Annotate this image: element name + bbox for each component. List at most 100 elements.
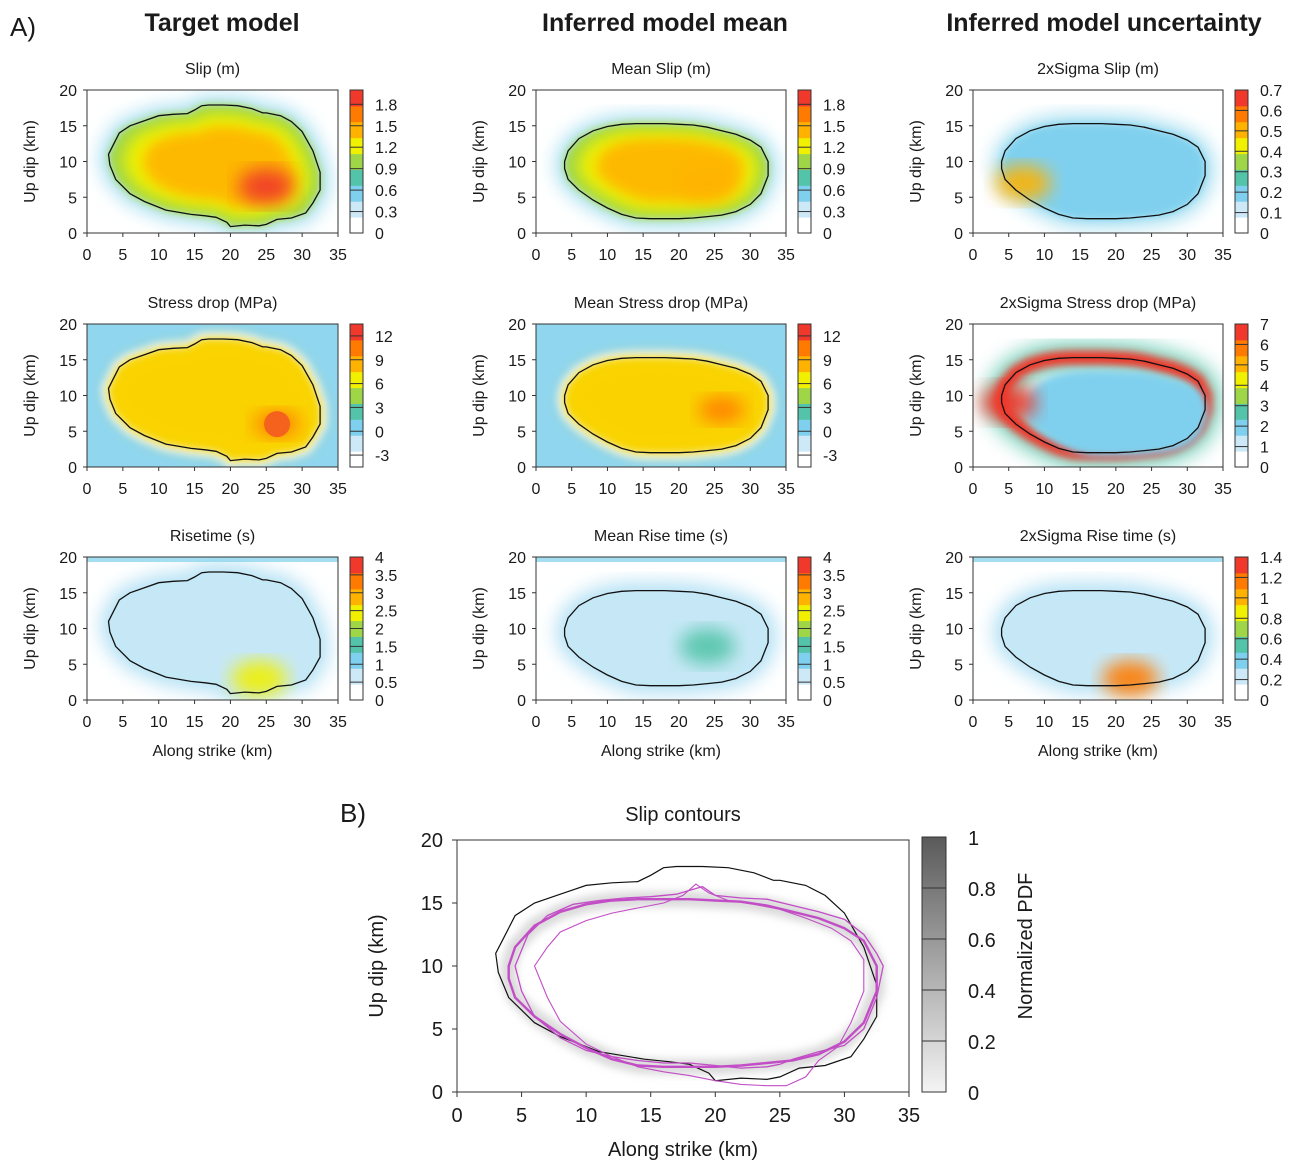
colorbar-tick-label: 3 <box>823 400 832 417</box>
colorbar-swatch <box>350 588 363 606</box>
rupture-contour <box>563 356 769 454</box>
colorbar-swatch <box>1235 588 1248 606</box>
x-tick-label: 15 <box>634 714 652 731</box>
y-tick-label: 5 <box>517 190 526 207</box>
colorbar-tick-label: 1 <box>1260 440 1269 457</box>
y-axis-label: Up dip (km) <box>22 587 39 670</box>
y-tick-label: 20 <box>945 83 963 100</box>
x-tick-label: 15 <box>1071 481 1089 498</box>
y-axis-label: Up dip (km) <box>366 914 388 1017</box>
heatmap-field <box>973 90 1223 233</box>
colorbar-tick-label: 0 <box>968 1083 979 1105</box>
colorbar-tick-label: 0.4 <box>1260 144 1282 161</box>
y-tick-label: 10 <box>945 155 963 172</box>
colorbar-swatch <box>1235 105 1248 123</box>
colorbar-tick-label: 1.2 <box>823 140 845 157</box>
panel-title: Stress drop (MPa) <box>148 295 278 312</box>
colorbar-tick-label: 0.8 <box>968 879 996 901</box>
colorbar-tick-label: 0.6 <box>1260 632 1282 649</box>
colorbar-tick-label: 0.4 <box>1260 652 1282 669</box>
colorbar-swatch <box>1235 185 1248 202</box>
colorbar-tick-label: 2 <box>1260 419 1269 436</box>
x-tick-label: 30 <box>1178 481 1196 498</box>
y-tick-label: 5 <box>517 424 526 441</box>
heatmap-panel: Mean Slip (m) 0 5 10 15 20 25 30 35 0 5 10 15 20 Up di… <box>471 61 845 264</box>
heatmap-panel: Stress drop (MPa)0 5 10 15 20 25 30 3505101520U… <box>22 295 393 498</box>
colorbar-tick-label: 0 <box>375 693 384 710</box>
top-band <box>87 557 338 563</box>
y-tick-label: 15 <box>508 586 526 603</box>
y-axis-label: Up dip (km) <box>908 354 925 437</box>
heatmap-panel: Slip (m) 0 5 10 15 20 25 30 35 0 5 10 15 20 Up dip (km… <box>22 61 397 264</box>
colorbar-tick-label: 1.2 <box>375 140 397 157</box>
x-tick-label: 10 <box>575 1105 597 1127</box>
y-tick-label: 10 <box>945 389 963 406</box>
x-tick-label: 20 <box>1107 714 1125 731</box>
colorbar-swatch <box>798 604 811 622</box>
x-tick-label: 15 <box>1071 714 1089 731</box>
colorbar-swatch <box>798 217 811 234</box>
x-tick-label: 10 <box>599 247 617 264</box>
colorbar-tick-label: 0.2 <box>1260 673 1282 690</box>
column-heading: Inferred model uncertainty <box>946 9 1261 37</box>
colorbar-swatch <box>798 636 811 653</box>
colorbar-swatch <box>350 403 363 420</box>
x-tick-label: 35 <box>777 481 795 498</box>
panel-title: Risetime (s) <box>170 528 255 545</box>
x-tick-label: 10 <box>1036 714 1054 731</box>
colorbar-swatch <box>1235 201 1248 218</box>
colorbar: -3 0 3 6 9 12 <box>349 323 393 468</box>
panel-title: Slip (m) <box>185 61 240 78</box>
x-tick-label: 35 <box>898 1105 920 1127</box>
x-tick-label: 0 <box>969 481 978 498</box>
x-tick-label: 5 <box>1004 481 1013 498</box>
x-tick-label: 15 <box>634 247 652 264</box>
x-tick-label: 20 <box>670 247 688 264</box>
colorbar-swatch <box>1235 90 1248 107</box>
colorbar-tick-label: 1.5 <box>375 119 397 136</box>
colorbar-tick-label: 0.4 <box>968 981 996 1003</box>
heatmap-panel: 2xSigma Stress drop (MPa)0 5 10 15 20 25 30 350… <box>908 295 1269 498</box>
x-tick-label: 15 <box>1071 247 1089 264</box>
colorbar-swatch <box>1235 557 1248 574</box>
colorbar-swatch <box>1235 387 1248 404</box>
x-tick-label: 0 <box>83 714 92 731</box>
x-tick-label: 5 <box>118 714 127 731</box>
colorbar-swatch <box>1235 324 1248 341</box>
colorbar-swatch <box>350 169 363 186</box>
colorbar-tick-label: 1.8 <box>823 97 845 114</box>
x-axis-label: Along strike (km) <box>152 743 272 760</box>
inferred-contour-line <box>533 883 865 1087</box>
colorbar-swatch <box>798 572 811 590</box>
y-tick-label: 10 <box>59 622 77 639</box>
y-tick-label: 5 <box>954 190 963 207</box>
y-tick-label: 15 <box>508 119 526 136</box>
y-tick-label: 5 <box>954 424 963 441</box>
x-tick-label: 35 <box>329 481 347 498</box>
y-axis-label: Up dip (km) <box>471 354 488 437</box>
colorbar-tick-label: 2 <box>823 622 832 639</box>
y-tick-label: 20 <box>508 317 526 334</box>
y-axis-label: Up dip (km) <box>22 354 39 437</box>
colorbar-swatch <box>798 684 811 701</box>
x-tick-label: 15 <box>186 247 204 264</box>
x-axis-label: Along strike (km) <box>608 1139 758 1161</box>
colorbar-swatch <box>1235 355 1248 373</box>
colorbar-tick-label: 1 <box>823 657 832 674</box>
colorbar-swatch <box>1235 169 1248 186</box>
y-tick-label: 20 <box>945 317 963 334</box>
column-heading: Target model <box>144 9 299 37</box>
inferred-contour-line <box>507 898 878 1068</box>
colorbar-swatch <box>350 324 363 341</box>
colorbar-tick-label: 0.1 <box>1260 206 1282 223</box>
colorbar-tick-label: 4 <box>1260 378 1269 395</box>
y-tick-label: 0 <box>954 693 963 710</box>
x-tick-label: 20 <box>670 481 688 498</box>
x-tick-label: 35 <box>329 714 347 731</box>
colorbar-swatch <box>350 572 363 590</box>
colorbar-swatch <box>350 121 363 139</box>
panel-title: Mean Rise time (s) <box>594 528 728 545</box>
colorbar-swatch <box>798 324 811 341</box>
